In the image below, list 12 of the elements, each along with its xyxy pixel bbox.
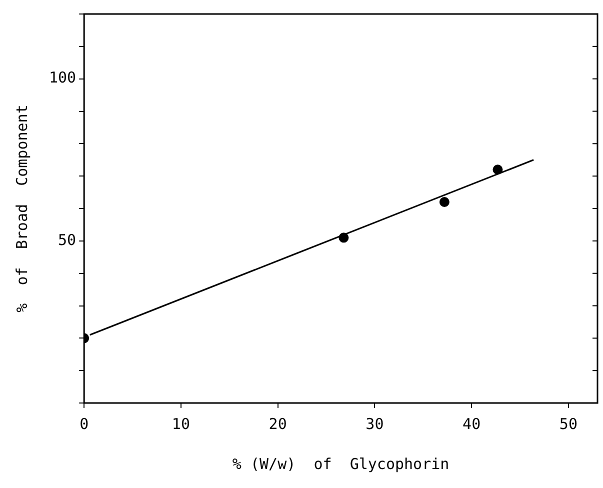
y-tick-label: 100 xyxy=(49,68,76,87)
x-tick-label: 30 xyxy=(366,414,384,433)
y-axis-title: % of Broad Component xyxy=(12,104,31,312)
point xyxy=(492,164,503,175)
x-tick-label: 20 xyxy=(268,414,287,433)
x-tick-label: 0 xyxy=(80,414,89,433)
x-tick-label: 40 xyxy=(462,414,481,433)
point xyxy=(439,197,450,208)
x-axis-title: % (W/w) of Glycophorin xyxy=(232,454,450,473)
point xyxy=(338,232,349,243)
x-tick-label: 50 xyxy=(559,414,578,433)
x-tick-label: 10 xyxy=(172,414,190,433)
